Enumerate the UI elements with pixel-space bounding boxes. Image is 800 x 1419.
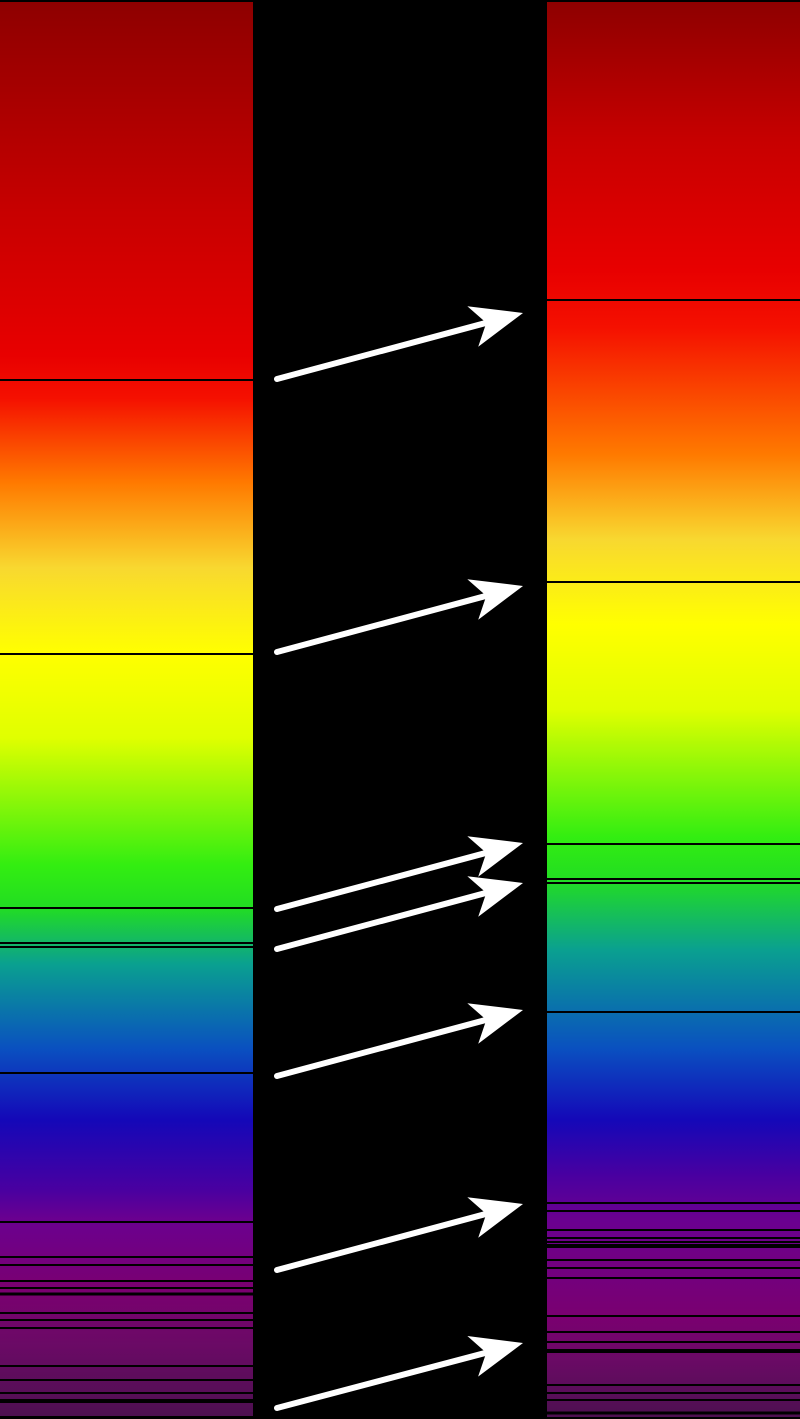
absorption-line: [547, 1411, 800, 1415]
absorption-line: [547, 581, 800, 583]
absorption-line: [0, 379, 253, 381]
absorption-line: [547, 1349, 800, 1353]
arrow-icon: [274, 876, 523, 952]
absorption-line: [547, 843, 800, 845]
absorption-line: [0, 1221, 253, 1223]
absorption-line: [0, 1312, 253, 1314]
reference-spectrum: [0, 2, 253, 1418]
absorption-line: [0, 1264, 253, 1266]
absorption-line: [0, 1287, 253, 1289]
absorption-line: [0, 942, 253, 944]
absorption-line: [547, 1237, 800, 1239]
absorption-line: [547, 1331, 800, 1333]
shift-arrows: [274, 306, 523, 1411]
absorption-line: [0, 1280, 253, 1282]
absorption-line: [547, 1202, 800, 1204]
absorption-line: [547, 1267, 800, 1269]
absorption-line: [0, 907, 253, 909]
absorption-line: [547, 1277, 800, 1279]
absorption-line: [547, 1399, 800, 1401]
absorption-line: [547, 882, 800, 884]
absorption-line: [547, 1229, 800, 1231]
arrow-icon: [274, 579, 523, 655]
arrow-icon: [274, 1197, 523, 1273]
absorption-line: [0, 1072, 253, 1074]
absorption-line: [547, 1315, 800, 1317]
absorption-line: [547, 1011, 800, 1013]
redshifted-spectrum: [547, 2, 800, 1417]
absorption-line: [0, 1292, 253, 1296]
absorption-line: [0, 1256, 253, 1258]
absorption-line: [0, 946, 253, 948]
arrow-icon: [274, 306, 523, 382]
absorption-line: [0, 1379, 253, 1381]
absorption-line: [0, 653, 253, 655]
absorption-line: [0, 1327, 253, 1329]
absorption-line: [547, 1392, 800, 1394]
absorption-line: [547, 1210, 800, 1212]
absorption-line: [547, 1241, 800, 1243]
arrow-icon: [274, 836, 523, 912]
arrow-icon: [274, 1003, 523, 1079]
absorption-line: [547, 299, 800, 301]
absorption-line: [0, 1365, 253, 1367]
spectrum-band: [0, 2, 253, 1417]
absorption-line: [547, 1384, 800, 1386]
absorption-line: [0, 1399, 253, 1403]
absorption-line: [0, 1392, 253, 1394]
absorption-line: [547, 878, 800, 880]
absorption-line: [547, 1341, 800, 1343]
absorption-line: [547, 1259, 800, 1261]
arrow-icon: [274, 1335, 523, 1411]
spectrum-band: [547, 2, 800, 1417]
absorption-line: [0, 1416, 253, 1418]
absorption-line: [547, 1244, 800, 1248]
absorption-line: [0, 1319, 253, 1321]
